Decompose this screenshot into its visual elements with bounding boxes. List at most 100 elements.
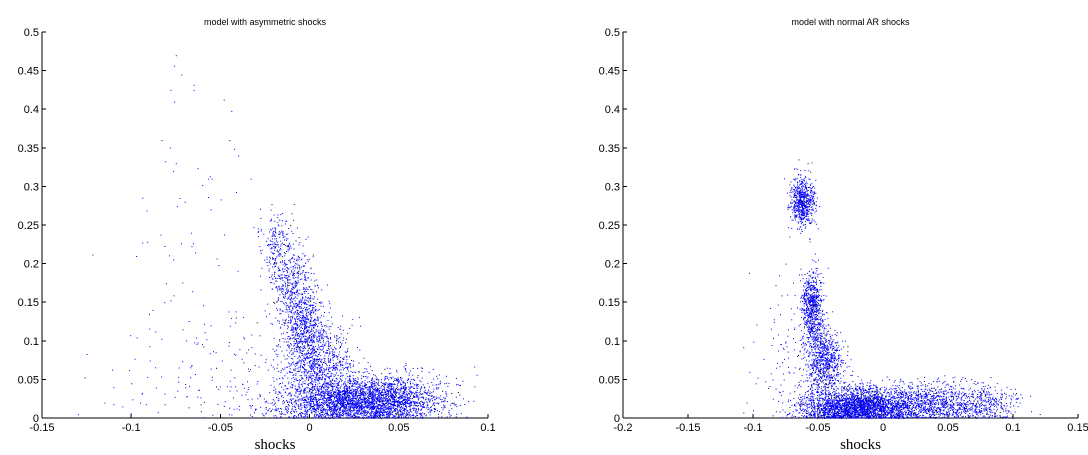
scatter-point — [289, 393, 291, 395]
scatter-point — [337, 362, 339, 364]
scatter-point — [277, 299, 279, 301]
scatter-point — [391, 388, 393, 390]
scatter-point — [299, 342, 301, 344]
scatter-point — [412, 417, 414, 419]
scatter-point — [309, 357, 311, 359]
scatter-point — [330, 413, 332, 415]
scatter-point — [279, 408, 281, 410]
scatter-point — [344, 393, 346, 395]
scatter-point — [326, 351, 328, 353]
scatter-point — [388, 415, 390, 416]
scatter-point — [332, 351, 334, 353]
scatter-point — [292, 405, 294, 407]
scatter-point — [301, 353, 303, 354]
scatter-point — [371, 413, 373, 415]
scatter-point — [322, 363, 324, 365]
scatter-point — [285, 311, 287, 313]
scatter-point — [366, 388, 368, 390]
scatter-point — [327, 338, 329, 340]
scatter-point — [307, 398, 309, 400]
scatter-point — [285, 318, 287, 320]
scatter-point — [444, 405, 446, 407]
scatter-point — [322, 399, 324, 401]
scatter-point — [377, 389, 379, 391]
scatter-point — [354, 379, 356, 381]
scatter-point — [424, 387, 426, 389]
scatter-point — [323, 393, 325, 395]
scatter-point — [321, 390, 323, 392]
scatter-point — [305, 323, 307, 325]
scatter-point — [386, 401, 388, 402]
scatter-point — [306, 299, 308, 301]
scatter-point — [429, 414, 431, 416]
scatter-point — [284, 358, 286, 360]
scatter-point — [310, 315, 312, 316]
scatter-point — [272, 377, 274, 379]
scatter-point — [416, 387, 418, 389]
scatter-point — [291, 409, 293, 411]
scatter-point — [302, 334, 304, 336]
scatter-point — [320, 330, 322, 332]
scatter-point — [336, 403, 338, 405]
scatter-point — [321, 410, 323, 412]
scatter-point — [324, 344, 326, 346]
scatter-point — [329, 337, 331, 339]
scatter-point — [289, 398, 291, 400]
scatter-point — [373, 396, 375, 398]
scatter-point — [364, 384, 366, 386]
scatter-point — [326, 340, 328, 342]
scatter-point — [375, 415, 377, 417]
scatter-point — [377, 391, 379, 393]
scatter-point — [430, 394, 432, 396]
scatter-point — [294, 388, 296, 390]
scatter-point — [339, 387, 341, 389]
scatter-point — [321, 328, 323, 330]
scatter-point — [375, 382, 377, 384]
scatter-point — [298, 393, 300, 395]
scatter-point — [321, 349, 323, 351]
scatter-point — [308, 319, 310, 321]
scatter-point — [450, 414, 452, 416]
scatter-point — [396, 400, 398, 402]
scatter-point — [354, 382, 356, 384]
scatter-point — [385, 400, 386, 402]
scatter-point — [340, 346, 341, 347]
scatter-point — [374, 395, 376, 397]
scatter-point — [313, 348, 315, 350]
scatter-point — [356, 405, 358, 407]
scatter-point — [331, 350, 333, 352]
scatter-point — [304, 321, 306, 323]
scatter-point — [328, 415, 330, 417]
scatter-point — [306, 395, 308, 397]
scatter-point — [395, 410, 397, 412]
scatter-point — [334, 366, 336, 368]
scatter-point — [369, 392, 371, 394]
scatter-point — [371, 383, 373, 385]
scatter-point — [354, 383, 356, 384]
scatter-point — [310, 324, 312, 326]
scatter-point — [352, 399, 354, 400]
scatter-point — [399, 401, 401, 403]
scatter-point — [390, 404, 392, 405]
scatter-point — [400, 395, 402, 396]
scatter-point — [349, 398, 351, 400]
scatter-point — [395, 380, 397, 381]
scatter-point — [277, 393, 279, 395]
scatter-point — [421, 396, 423, 398]
scatter-point — [367, 405, 369, 407]
scatter-point — [333, 408, 335, 410]
scatter-point — [413, 405, 415, 407]
scatter-point — [349, 405, 351, 407]
scatter-point — [308, 378, 310, 380]
scatter-point — [432, 391, 434, 393]
scatter-point — [352, 415, 354, 417]
scatter-point — [334, 412, 336, 414]
scatter-point — [402, 409, 404, 411]
scatter-point — [349, 401, 351, 403]
scatter-point — [377, 383, 379, 385]
scatter-point — [381, 401, 383, 403]
scatter-point — [299, 307, 301, 309]
scatter-point — [320, 367, 322, 369]
scatter-point — [362, 415, 364, 417]
scatter-point — [377, 414, 379, 416]
